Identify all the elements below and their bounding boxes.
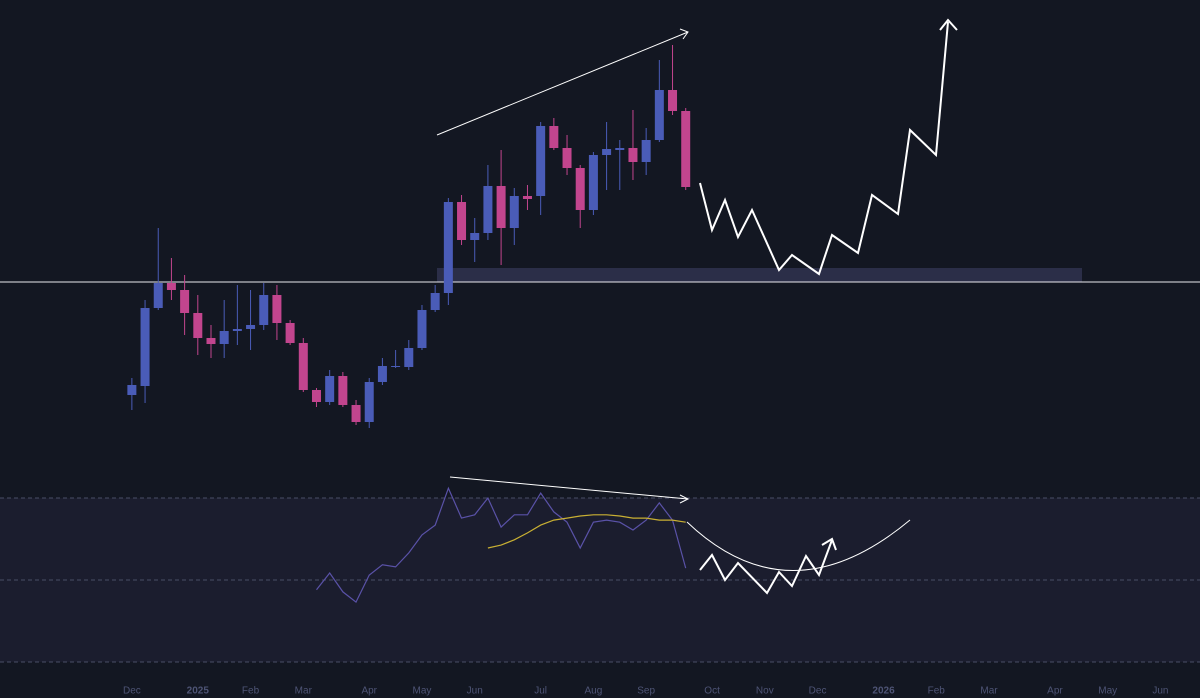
oscillator-line [487, 514, 686, 549]
x-tick-label: 2025 [187, 686, 210, 697]
projection-curve [686, 519, 911, 571]
oscillator-panel [0, 498, 1200, 662]
candle-body [575, 168, 585, 210]
candle-body [654, 90, 664, 140]
x-tick-label: Apr [361, 686, 377, 697]
candle-body [219, 331, 229, 344]
candle-body [562, 148, 572, 168]
x-tick-label: Aug [585, 686, 603, 697]
candle-body [311, 390, 321, 402]
candle-body [522, 196, 532, 199]
candle-body [430, 293, 440, 310]
candle-body [615, 148, 625, 150]
x-tick-label: Nov [756, 686, 774, 697]
candle-body [602, 149, 612, 155]
candle-body [681, 111, 691, 187]
candle-body [153, 283, 163, 308]
arrow-head [679, 494, 690, 504]
candle-body [193, 313, 203, 338]
candle-body [509, 196, 519, 228]
candle-body [259, 295, 269, 325]
x-tick-label: Dec [809, 686, 827, 697]
candle-body [443, 202, 453, 293]
projection-path [699, 21, 949, 276]
candle-body [272, 295, 282, 323]
candle-body [588, 155, 598, 210]
candle-body [180, 290, 190, 313]
candle-body [668, 90, 678, 111]
support-zone [437, 268, 1082, 282]
candle-body [404, 348, 414, 367]
candle-body [298, 343, 308, 390]
candle-body [127, 385, 137, 395]
candle-body [496, 186, 506, 228]
candle-body [232, 329, 242, 331]
candle-body [206, 338, 216, 344]
trend-arrow [449, 476, 689, 500]
x-tick-label: Mar [295, 686, 313, 697]
candle-body [325, 376, 335, 402]
candle-body [483, 186, 493, 233]
x-tick-label: Feb [242, 686, 260, 697]
candle-body [641, 140, 651, 162]
arrow-head [679, 28, 689, 40]
x-tick-label: May [413, 686, 432, 697]
arrow-head [821, 537, 837, 551]
candle-body [391, 366, 401, 367]
x-tick-label: Sep [637, 686, 655, 697]
projection-path [699, 539, 833, 595]
trend-arrow [436, 31, 689, 136]
x-tick-label: Oct [704, 686, 720, 697]
x-tick-label: Jun [1152, 686, 1168, 697]
x-tick-label: Jul [534, 686, 547, 697]
candle-body [536, 126, 546, 196]
candle-body [628, 148, 638, 162]
candle-body [457, 202, 467, 240]
x-tick-label: 2026 [872, 686, 895, 697]
candle-body [417, 310, 427, 348]
x-tick-label: Mar [980, 686, 998, 697]
candle-body [549, 126, 559, 148]
candle-body [140, 308, 150, 386]
arrow-head [939, 18, 958, 31]
candle-body [351, 405, 361, 422]
x-tick-label: Dec [123, 686, 141, 697]
candle-body [338, 376, 348, 405]
candle-body [470, 233, 480, 240]
candle-body [377, 366, 387, 382]
annotations [436, 18, 958, 595]
candle-body [246, 325, 256, 329]
candle-body [364, 382, 374, 422]
candle-body [285, 323, 295, 343]
x-tick-label: Feb [928, 686, 946, 697]
oscillator-line [316, 486, 687, 604]
x-tick-label: Jun [467, 686, 483, 697]
candle-body [166, 283, 176, 290]
x-tick-label: May [1098, 686, 1117, 697]
x-tick-label: Apr [1047, 686, 1063, 697]
